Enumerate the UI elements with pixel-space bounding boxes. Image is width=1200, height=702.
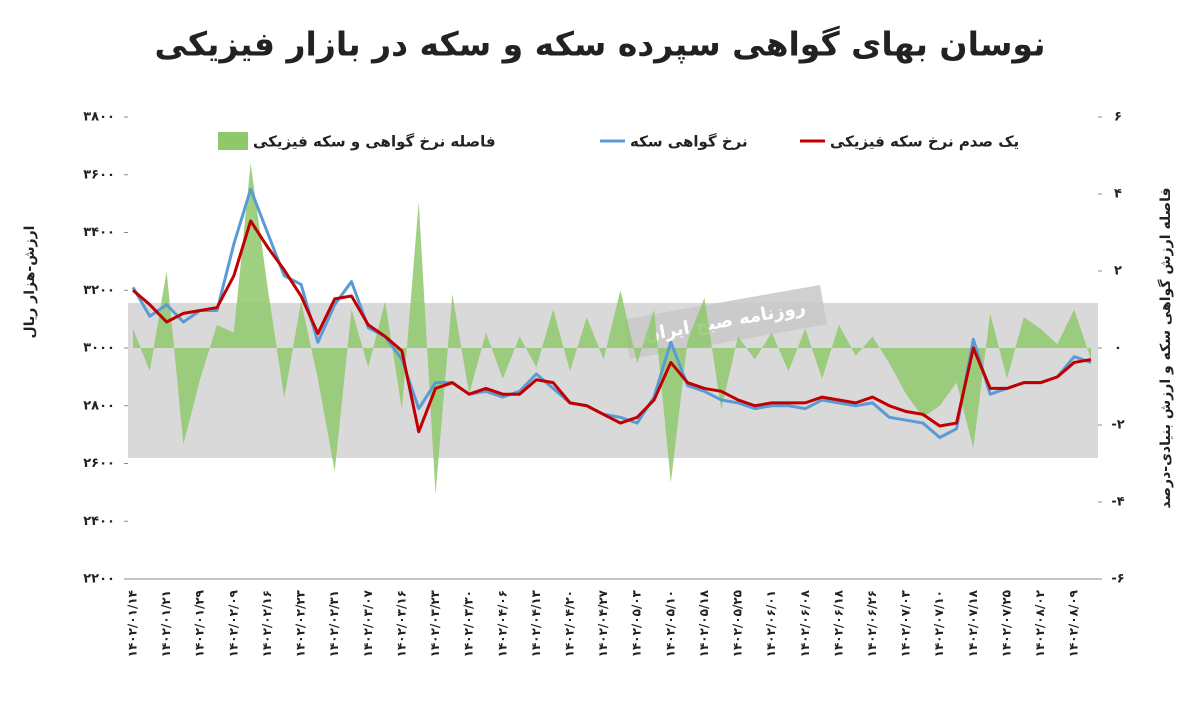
legend-label: نرخ گواهی سکه <box>630 133 748 151</box>
series-line <box>132 219 1092 434</box>
y2-tick-label: ۲ <box>1114 264 1122 279</box>
x-tick-label: ۱۴۰۲/۰۱/۲۹ <box>193 589 207 657</box>
y-tick-label: ۲۸۰۰ <box>83 398 115 413</box>
watermark-bg <box>623 284 827 360</box>
x-tick-label: ۱۴۰۲/۰۶/۱۸ <box>831 589 845 657</box>
x-tick-label: ۱۴۰۲/۰۲/۳۱ <box>327 590 341 657</box>
x-tick-label: ۱۴۰۲/۰۵/۰۳ <box>630 589 644 657</box>
x-tick-label: ۱۴۰۲/۰۲/۱۶ <box>260 590 274 657</box>
y2-tick-label: ۶ <box>1114 110 1122 125</box>
x-tick-label: ۱۴۰۲/۰۴/۱۳ <box>529 589 543 657</box>
legend-label: یک صدم نرخ سکه فیزیکی <box>830 133 1019 151</box>
x-tick-label: ۱۴۰۲/۰۴/۲۰ <box>562 590 576 657</box>
y-tick-label: ۳۸۰۰ <box>83 110 115 125</box>
x-tick-label: ۱۴۰۲/۰۴/۰۶ <box>495 590 509 657</box>
x-tick-label: ۱۴۰۲/۰۸/۰۲ <box>1033 589 1047 657</box>
x-tick-label: ۱۴۰۲/۰۵/۱۸ <box>697 589 711 657</box>
x-tick-label: ۱۴۰۲/۰۵/۱۰ <box>663 590 677 657</box>
y-tick-label: ۳۰۰۰ <box>83 341 115 356</box>
x-tick-label: ۱۴۰۲/۰۳/۱۶ <box>394 590 408 657</box>
y2-axis-title: فاصله ارزش گواهی سکه و ارزش بنیادی-درصد <box>1157 187 1174 508</box>
y-tick-label: ۲۴۰۰ <box>83 514 115 529</box>
x-tick-label: ۱۴۰۲/۰۱/۱۴ <box>126 590 140 657</box>
y2-tick-label: -۲ <box>1111 418 1124 433</box>
chart-title: نوسان بهای گواهی سپرده سکه و سکه در بازا… <box>154 25 1045 65</box>
y2-tick-label: -۶ <box>1111 572 1124 587</box>
y-tick-label: ۲۶۰۰ <box>83 456 115 471</box>
x-tick-label: ۱۴۰۲/۰۱/۲۱ <box>159 590 173 657</box>
x-tick-label: ۱۴۰۲/۰۴/۲۷ <box>596 589 610 657</box>
y-axis-title: ارزش-هزار ریال <box>22 226 38 339</box>
x-tick-label: ۱۴۰۲/۰۷/۲۵ <box>999 590 1013 657</box>
x-tick-label: ۱۴۰۲/۰۷/۰۳ <box>899 589 913 657</box>
y-tick-label: ۳۲۰۰ <box>83 283 115 298</box>
x-tick-label: ۱۴۰۲/۰۵/۲۵ <box>731 590 745 657</box>
x-tick-label: ۱۴۰۲/۰۳/۰۷ <box>361 589 375 657</box>
gap-area <box>133 163 1091 495</box>
y2-tick-label: ۰ <box>1114 341 1122 356</box>
x-tick-label: ۱۴۰۲/۰۶/۰۸ <box>798 589 812 657</box>
x-tick-label: ۱۴۰۲/۰۲/۲۳ <box>294 589 308 657</box>
legend-swatch <box>218 132 248 150</box>
y2-tick-label: -۴ <box>1111 495 1124 510</box>
x-tick-label: ۱۴۰۲/۰۳/۲۳ <box>428 589 442 657</box>
x-tick-label: ۱۴۰۲/۰۸/۰۹ <box>1067 589 1081 657</box>
y-tick-label: ۳۶۰۰ <box>83 167 115 182</box>
x-tick-label: ۱۴۰۲/۰۶/۰۱ <box>764 590 778 657</box>
y-tick-label: ۳۴۰۰ <box>83 225 115 240</box>
y2-tick-label: ۴ <box>1114 187 1122 202</box>
x-tick-label: ۱۴۰۲/۰۳/۳۰ <box>462 590 476 657</box>
y-tick-label: ۲۲۰۰ <box>83 572 115 587</box>
x-tick-label: ۱۴۰۲/۰۶/۲۶ <box>865 590 879 657</box>
x-tick-label: ۱۴۰۲/۰۷/۱۸ <box>966 589 980 657</box>
x-tick-label: ۱۴۰۲/۰۲/۰۹ <box>226 589 240 657</box>
x-tick-label: ۱۴۰۲/۰۷/۱۰ <box>932 590 946 657</box>
series-line <box>131 187 1092 440</box>
legend-label: فاصله نرخ گواهی و سکه فیزیکی <box>253 133 496 151</box>
